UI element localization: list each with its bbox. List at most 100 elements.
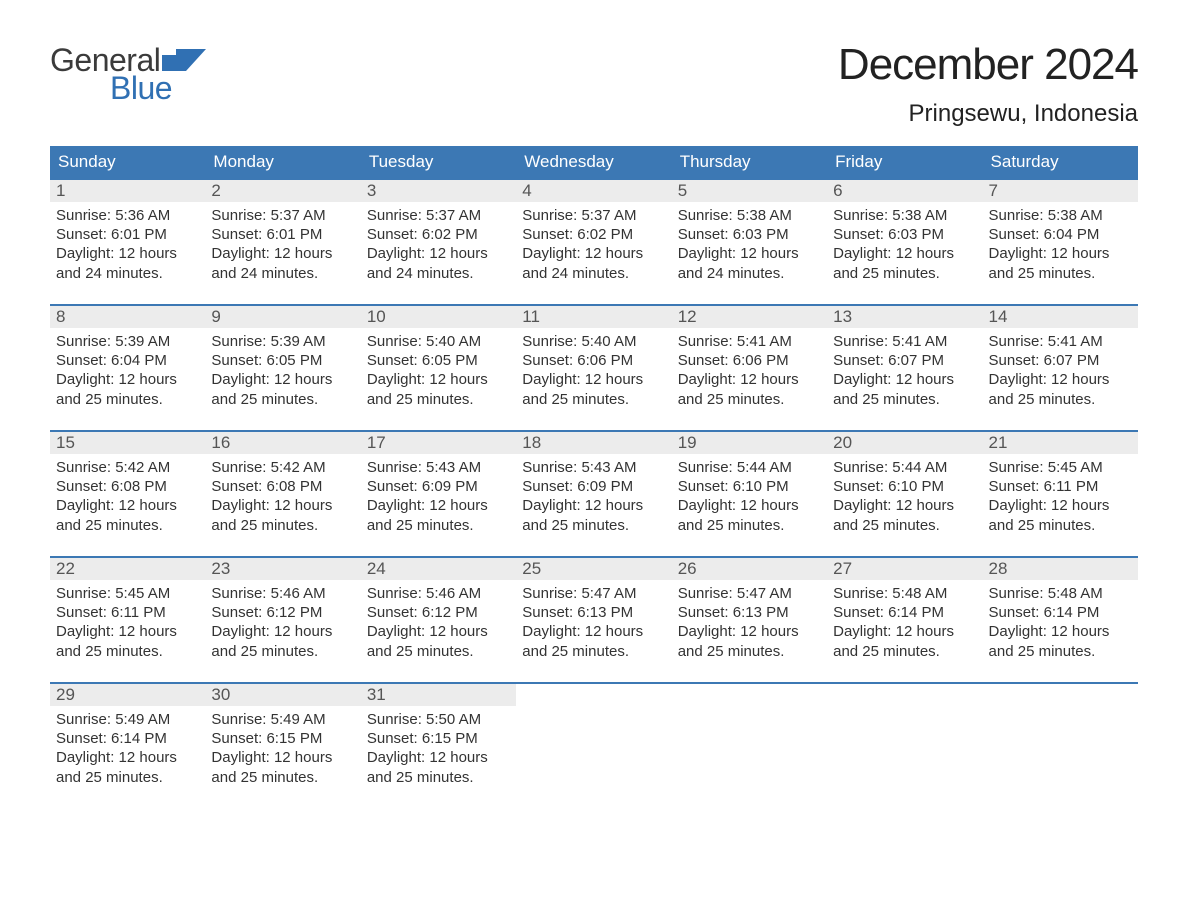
sunrise-line: Sunrise: 5:43 AM xyxy=(522,458,665,477)
day-number: 25 xyxy=(516,558,671,580)
calendar-day: 30Sunrise: 5:49 AMSunset: 6:15 PMDayligh… xyxy=(205,684,360,808)
daylight-line: Daylight: 12 hours and 25 minutes. xyxy=(56,622,199,660)
calendar-day: 3Sunrise: 5:37 AMSunset: 6:02 PMDaylight… xyxy=(361,180,516,304)
daylight-line: Daylight: 12 hours and 25 minutes. xyxy=(833,244,976,282)
sunrise-line: Sunrise: 5:45 AM xyxy=(989,458,1132,477)
day-body: Sunrise: 5:44 AMSunset: 6:10 PMDaylight:… xyxy=(672,454,827,539)
daylight-line: Daylight: 12 hours and 25 minutes. xyxy=(211,748,354,786)
day-number: 2 xyxy=(205,180,360,202)
calendar-day: 24Sunrise: 5:46 AMSunset: 6:12 PMDayligh… xyxy=(361,558,516,682)
calendar-day: 28Sunrise: 5:48 AMSunset: 6:14 PMDayligh… xyxy=(983,558,1138,682)
day-body: Sunrise: 5:47 AMSunset: 6:13 PMDaylight:… xyxy=(516,580,671,665)
day-body: Sunrise: 5:41 AMSunset: 6:07 PMDaylight:… xyxy=(983,328,1138,413)
sunrise-line: Sunrise: 5:48 AM xyxy=(833,584,976,603)
day-body: Sunrise: 5:43 AMSunset: 6:09 PMDaylight:… xyxy=(361,454,516,539)
daylight-line: Daylight: 12 hours and 25 minutes. xyxy=(833,370,976,408)
day-number: 8 xyxy=(50,306,205,328)
calendar-day: 6Sunrise: 5:38 AMSunset: 6:03 PMDaylight… xyxy=(827,180,982,304)
calendar-day: 22Sunrise: 5:45 AMSunset: 6:11 PMDayligh… xyxy=(50,558,205,682)
calendar-day: 21Sunrise: 5:45 AMSunset: 6:11 PMDayligh… xyxy=(983,432,1138,556)
calendar-day: 16Sunrise: 5:42 AMSunset: 6:08 PMDayligh… xyxy=(205,432,360,556)
brand-logo: General Blue xyxy=(50,40,206,104)
calendar-day: 2Sunrise: 5:37 AMSunset: 6:01 PMDaylight… xyxy=(205,180,360,304)
daylight-line: Daylight: 12 hours and 25 minutes. xyxy=(211,496,354,534)
day-number: 20 xyxy=(827,432,982,454)
calendar-day: 23Sunrise: 5:46 AMSunset: 6:12 PMDayligh… xyxy=(205,558,360,682)
sunrise-line: Sunrise: 5:38 AM xyxy=(833,206,976,225)
calendar-day: 31Sunrise: 5:50 AMSunset: 6:15 PMDayligh… xyxy=(361,684,516,808)
calendar-day: 26Sunrise: 5:47 AMSunset: 6:13 PMDayligh… xyxy=(672,558,827,682)
daylight-line: Daylight: 12 hours and 25 minutes. xyxy=(211,622,354,660)
sunrise-line: Sunrise: 5:38 AM xyxy=(989,206,1132,225)
daylight-line: Daylight: 12 hours and 24 minutes. xyxy=(211,244,354,282)
daylight-line: Daylight: 12 hours and 25 minutes. xyxy=(833,496,976,534)
daylight-line: Daylight: 12 hours and 25 minutes. xyxy=(367,622,510,660)
day-body: Sunrise: 5:45 AMSunset: 6:11 PMDaylight:… xyxy=(983,454,1138,539)
day-body: Sunrise: 5:49 AMSunset: 6:14 PMDaylight:… xyxy=(50,706,205,791)
day-body: Sunrise: 5:48 AMSunset: 6:14 PMDaylight:… xyxy=(983,580,1138,665)
day-number: 4 xyxy=(516,180,671,202)
calendar-day: 27Sunrise: 5:48 AMSunset: 6:14 PMDayligh… xyxy=(827,558,982,682)
calendar-day: 7Sunrise: 5:38 AMSunset: 6:04 PMDaylight… xyxy=(983,180,1138,304)
day-number: 13 xyxy=(827,306,982,328)
calendar-day: 11Sunrise: 5:40 AMSunset: 6:06 PMDayligh… xyxy=(516,306,671,430)
day-of-week-cell: Friday xyxy=(827,146,982,178)
calendar-day: 20Sunrise: 5:44 AMSunset: 6:10 PMDayligh… xyxy=(827,432,982,556)
day-body: Sunrise: 5:38 AMSunset: 6:03 PMDaylight:… xyxy=(672,202,827,287)
day-number: 28 xyxy=(983,558,1138,580)
page: General Blue December 2024 Pringsewu, In… xyxy=(0,0,1188,848)
day-body: Sunrise: 5:48 AMSunset: 6:14 PMDaylight:… xyxy=(827,580,982,665)
day-number: 24 xyxy=(361,558,516,580)
sunset-line: Sunset: 6:11 PM xyxy=(56,603,199,622)
sunset-line: Sunset: 6:09 PM xyxy=(522,477,665,496)
sunset-line: Sunset: 6:10 PM xyxy=(833,477,976,496)
day-number: 15 xyxy=(50,432,205,454)
sunset-line: Sunset: 6:14 PM xyxy=(989,603,1132,622)
sunset-line: Sunset: 6:02 PM xyxy=(367,225,510,244)
sunrise-line: Sunrise: 5:47 AM xyxy=(522,584,665,603)
daylight-line: Daylight: 12 hours and 25 minutes. xyxy=(678,496,821,534)
day-number: 9 xyxy=(205,306,360,328)
calendar-day: 29Sunrise: 5:49 AMSunset: 6:14 PMDayligh… xyxy=(50,684,205,808)
day-number: 18 xyxy=(516,432,671,454)
sunset-line: Sunset: 6:15 PM xyxy=(367,729,510,748)
day-body: Sunrise: 5:49 AMSunset: 6:15 PMDaylight:… xyxy=(205,706,360,791)
sunrise-line: Sunrise: 5:39 AM xyxy=(211,332,354,351)
day-number: 21 xyxy=(983,432,1138,454)
calendar-day xyxy=(516,684,671,808)
day-of-week-cell: Wednesday xyxy=(516,146,671,178)
day-body: Sunrise: 5:40 AMSunset: 6:06 PMDaylight:… xyxy=(516,328,671,413)
daylight-line: Daylight: 12 hours and 25 minutes. xyxy=(56,370,199,408)
sunrise-line: Sunrise: 5:41 AM xyxy=(678,332,821,351)
calendar-week: 1Sunrise: 5:36 AMSunset: 6:01 PMDaylight… xyxy=(50,178,1138,304)
day-body: Sunrise: 5:37 AMSunset: 6:02 PMDaylight:… xyxy=(516,202,671,287)
sunrise-line: Sunrise: 5:47 AM xyxy=(678,584,821,603)
day-body: Sunrise: 5:46 AMSunset: 6:12 PMDaylight:… xyxy=(205,580,360,665)
page-title: December 2024 xyxy=(838,40,1138,90)
sunrise-line: Sunrise: 5:48 AM xyxy=(989,584,1132,603)
day-of-week-cell: Monday xyxy=(205,146,360,178)
day-body: Sunrise: 5:36 AMSunset: 6:01 PMDaylight:… xyxy=(50,202,205,287)
sunrise-line: Sunrise: 5:37 AM xyxy=(522,206,665,225)
sunset-line: Sunset: 6:15 PM xyxy=(211,729,354,748)
sunset-line: Sunset: 6:13 PM xyxy=(678,603,821,622)
sunrise-line: Sunrise: 5:45 AM xyxy=(56,584,199,603)
daylight-line: Daylight: 12 hours and 25 minutes. xyxy=(56,748,199,786)
sunset-line: Sunset: 6:10 PM xyxy=(678,477,821,496)
daylight-line: Daylight: 12 hours and 24 minutes. xyxy=(367,244,510,282)
header: General Blue December 2024 Pringsewu, In… xyxy=(50,40,1138,128)
sunset-line: Sunset: 6:01 PM xyxy=(211,225,354,244)
sunrise-line: Sunrise: 5:38 AM xyxy=(678,206,821,225)
day-body: Sunrise: 5:37 AMSunset: 6:01 PMDaylight:… xyxy=(205,202,360,287)
day-body: Sunrise: 5:42 AMSunset: 6:08 PMDaylight:… xyxy=(205,454,360,539)
daylight-line: Daylight: 12 hours and 24 minutes. xyxy=(56,244,199,282)
sunrise-line: Sunrise: 5:42 AM xyxy=(56,458,199,477)
day-of-week-cell: Tuesday xyxy=(361,146,516,178)
day-body: Sunrise: 5:38 AMSunset: 6:03 PMDaylight:… xyxy=(827,202,982,287)
day-number: 14 xyxy=(983,306,1138,328)
sunset-line: Sunset: 6:03 PM xyxy=(678,225,821,244)
sunrise-line: Sunrise: 5:36 AM xyxy=(56,206,199,225)
calendar-day: 18Sunrise: 5:43 AMSunset: 6:09 PMDayligh… xyxy=(516,432,671,556)
title-block: December 2024 Pringsewu, Indonesia xyxy=(838,40,1138,128)
sunrise-line: Sunrise: 5:46 AM xyxy=(367,584,510,603)
